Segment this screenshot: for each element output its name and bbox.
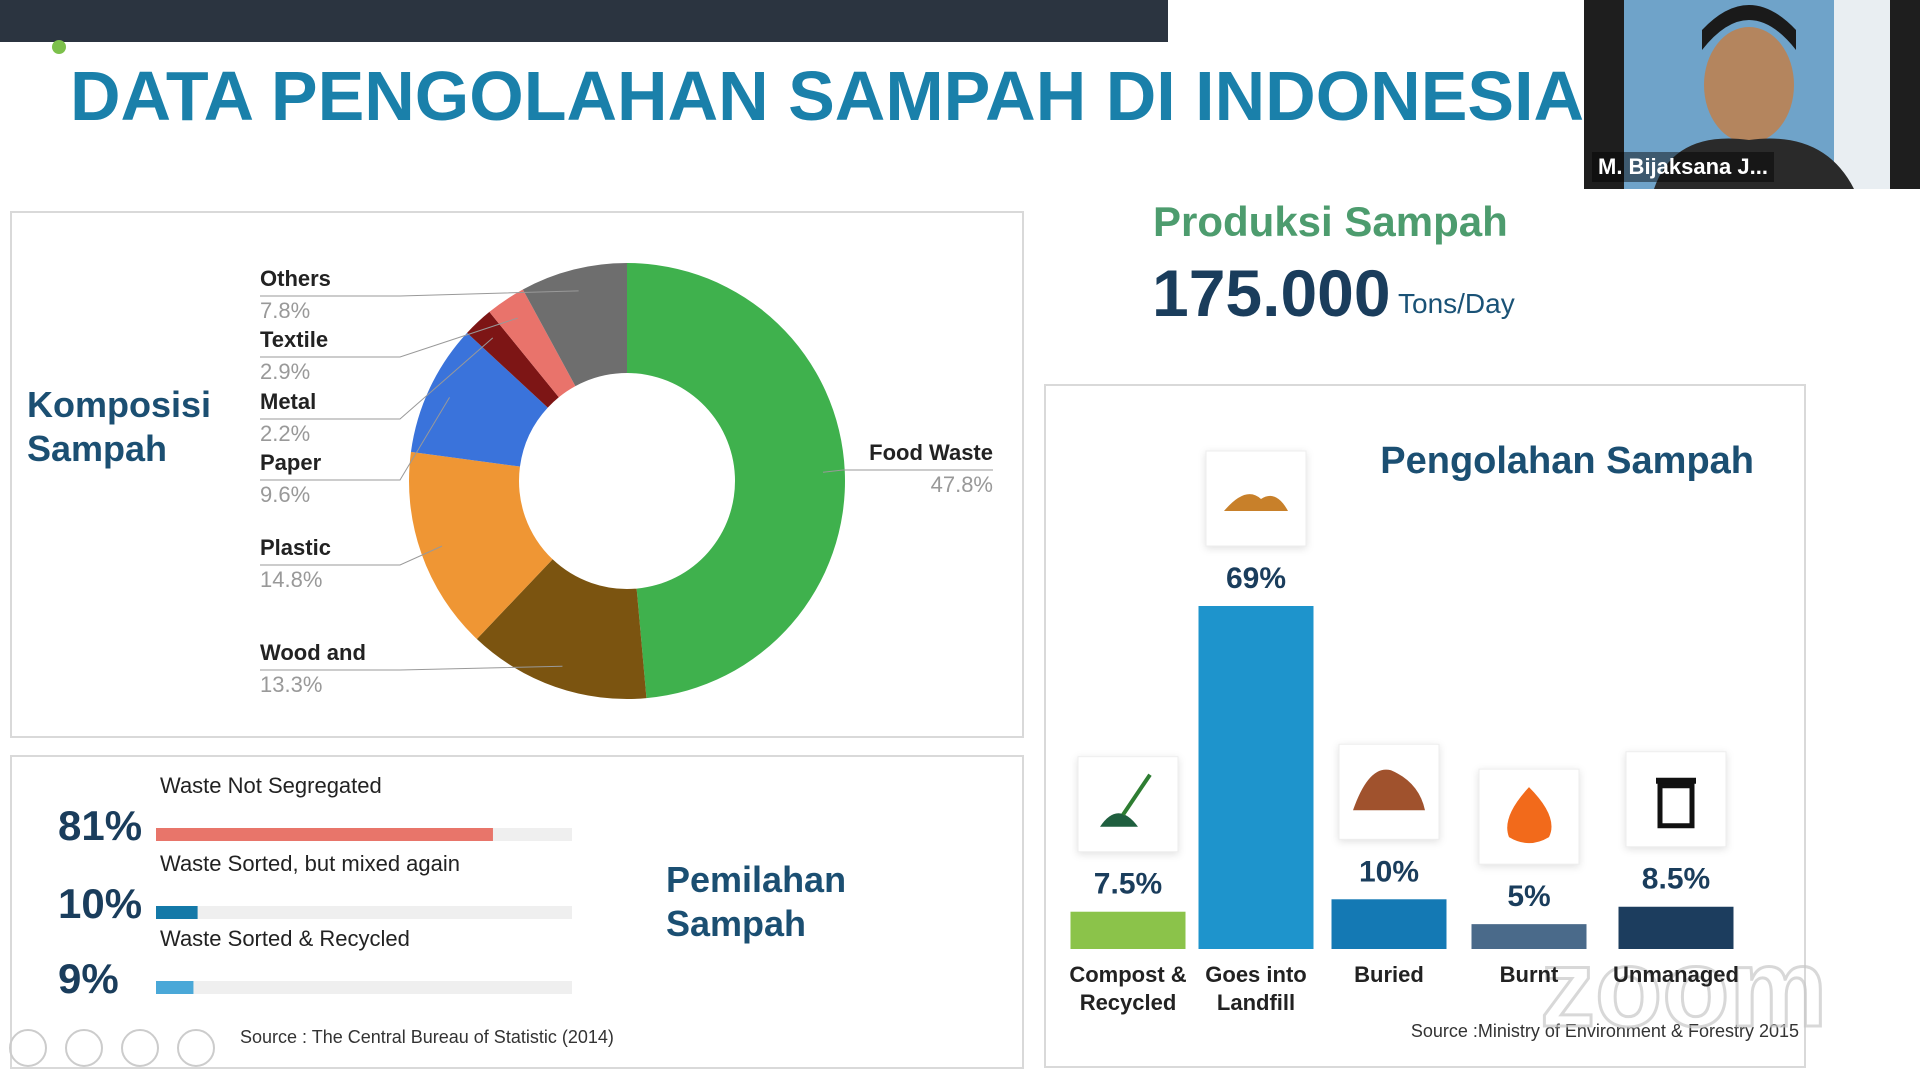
pie-label: Food Waste [869,440,993,465]
leader-line [260,545,443,566]
leader-line [822,469,993,473]
row-label: Waste Sorted, but mixed again [160,851,461,876]
category-label: Compost & Recycled [1069,962,1187,1015]
leader-line [260,337,494,420]
icon [1625,751,1727,848]
pie-label: Paper [260,450,322,475]
pie-slice [410,332,548,467]
icon-box [1478,768,1580,865]
icon-shape [1507,787,1552,844]
icon-box [1625,751,1727,848]
icon [1205,450,1307,547]
toolbar-button[interactable] [9,1029,47,1067]
video-tile: M. Bijaksana J... [1584,0,1920,189]
category-label: Unmanaged [1613,962,1739,987]
icon-shape [1353,769,1425,811]
leader-line [260,317,518,358]
video-feed [1624,0,1890,189]
pie-value-label: 2.2% [260,421,311,446]
icon [1478,768,1580,865]
pie-value-label: 14.8% [260,567,323,592]
pie-slice [409,451,553,640]
pie-value-label: 47.8% [930,472,993,497]
row-value: 10% [58,880,143,927]
dot [52,40,66,54]
category-label: Buried [1354,962,1424,987]
bar [156,981,194,994]
value-label: 5% [1507,880,1550,913]
pie-value-label: 2.9% [260,359,311,384]
bar [156,906,198,919]
leader-line [260,397,450,481]
value-label: 8.5% [1642,863,1710,896]
category-label: Burnt [1499,962,1559,987]
leader-line [260,665,563,671]
leader-line [260,290,579,297]
toolbar-button[interactable] [177,1029,215,1067]
bar [1198,606,1314,949]
pie-slice [476,559,647,699]
bar [1471,924,1587,949]
pie-title: Komposisi Sampah [27,384,212,469]
production-label: Produksi Sampah [1153,198,1508,245]
source: Source : The Central Bureau of Statistic… [240,1027,614,1047]
value-label: 10% [1359,855,1419,888]
icon [1077,756,1179,853]
pie-value-label: 9.6% [260,482,311,507]
value-label: 69% [1226,562,1286,595]
pie-slice [489,289,576,398]
pie-slice [467,311,559,408]
value-label: 7.5% [1094,868,1162,901]
icon-shape [1224,494,1288,511]
production-value: 175.000 [1152,256,1391,330]
pie-slice [627,263,845,699]
toolbar-button[interactable] [121,1029,159,1067]
toolbar-button[interactable] [65,1029,103,1067]
pie-value-label: 7.8% [260,298,311,323]
bar-track [156,981,572,994]
production-unit: Tons/Day [1398,288,1515,319]
pie-label: Textile [260,327,329,352]
bar [1070,911,1186,949]
face [1704,27,1794,143]
pie-label: Others [260,266,331,291]
icon-shape [1100,813,1138,827]
bar [1618,906,1734,949]
bar-panel [1044,384,1806,1068]
slide-title: DATA PENGOLAHAN SAMPAH DI INDONESIA [70,57,1585,135]
icon [1338,743,1440,840]
row-label: Waste Sorted & Recycled [160,926,410,951]
participant-name: M. Bijaksana J... [1592,152,1774,182]
top-bar [0,0,1168,42]
icon-shape [1656,777,1696,784]
wall [1834,0,1890,189]
icon-shape [1121,773,1152,816]
source: Source :Ministry of Environment & Forest… [1410,1021,1799,1041]
pie-label: Metal [260,389,317,414]
icon-shape [1657,783,1695,829]
bar [156,828,493,841]
body [1654,138,1854,189]
row-value: 9% [58,955,119,1002]
bar-title: Pengolahan Sampah [1380,440,1754,482]
bar-track [156,906,572,919]
progress-title: Pemilahan Sampah [666,859,847,944]
row-value: 81% [58,802,143,849]
hair [1702,5,1796,50]
pie-label: Wood and [260,640,366,665]
pie-slice [522,263,627,387]
pie-label: Plastic [260,535,331,560]
bar [1331,899,1447,949]
pie-value-label: 13.3% [260,672,323,697]
toolbar [9,1029,215,1067]
category-label: Goes into Landfill [1205,962,1307,1015]
row-label: Waste Not Segregated [160,773,382,798]
